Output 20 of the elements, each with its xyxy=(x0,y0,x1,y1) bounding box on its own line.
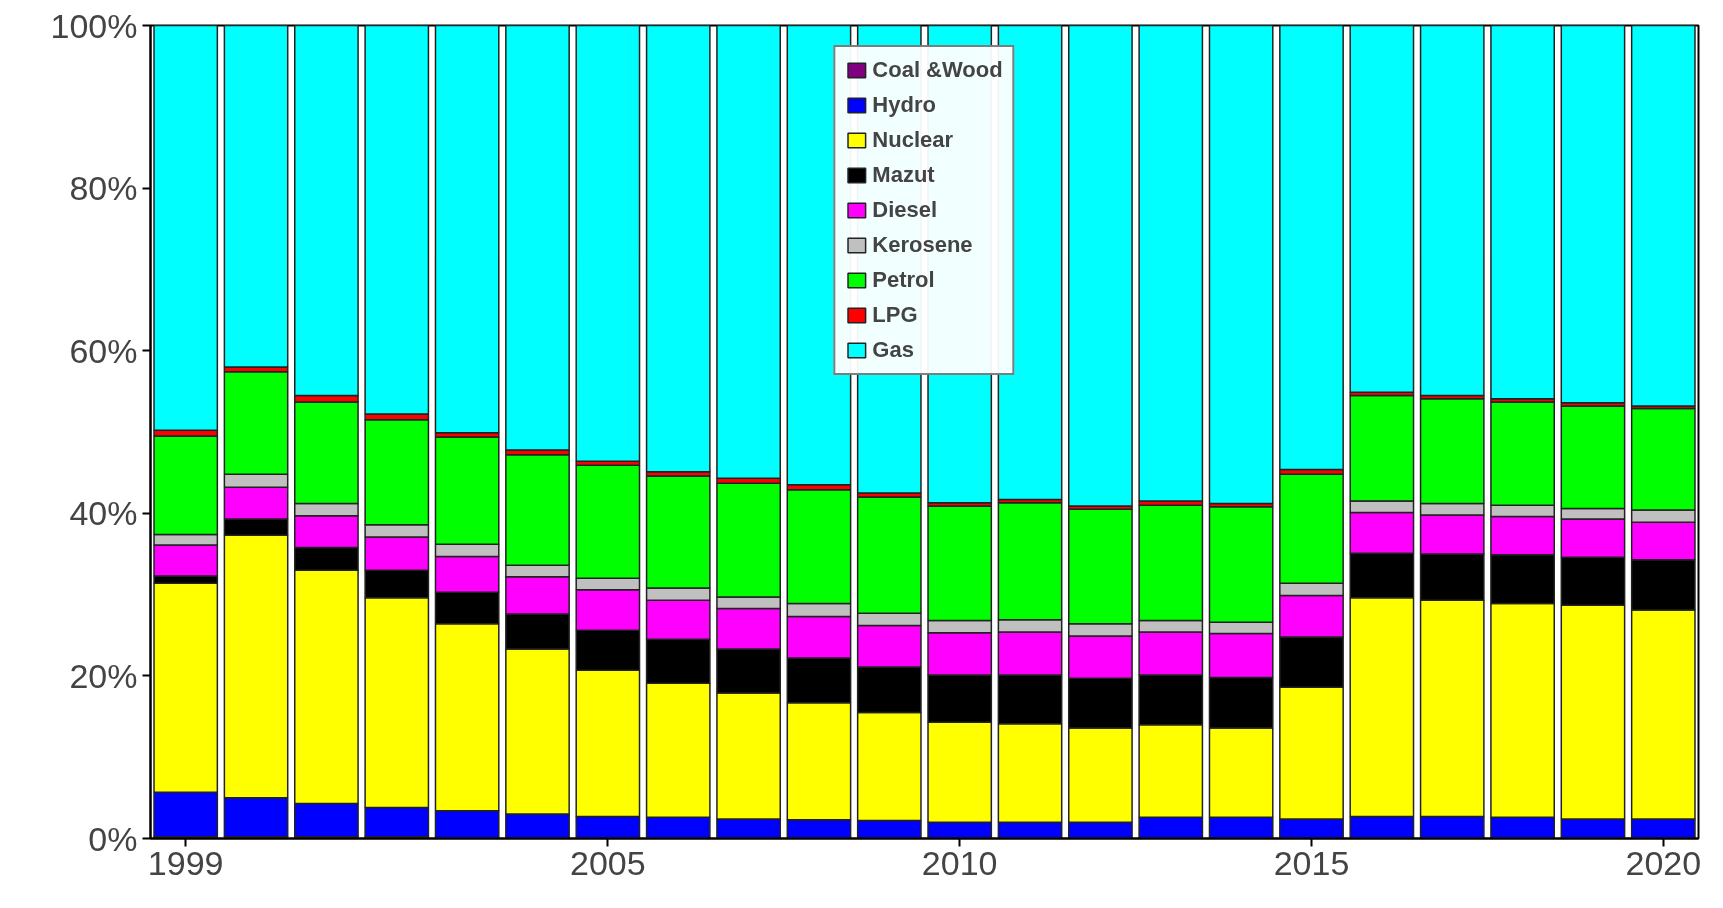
legend-label: Coal &Wood xyxy=(872,57,1003,83)
legend-label: Petrol xyxy=(872,267,935,293)
x-tick-label: 2005 xyxy=(570,843,646,882)
y-tick-label: 100% xyxy=(50,6,138,45)
legend-label: Gas xyxy=(872,337,914,363)
y-tick-label: 0% xyxy=(88,819,138,858)
legend-label: Nuclear xyxy=(872,127,954,153)
x-tick-label: 1999 xyxy=(147,843,224,882)
legend-label: Kerosene xyxy=(872,232,973,258)
y-tick-label: 40% xyxy=(69,494,138,533)
legend-label: Hydro xyxy=(872,92,936,118)
y-tick-label: 20% xyxy=(69,656,138,695)
legend-label: LPG xyxy=(872,302,918,328)
y-tick-label: 80% xyxy=(69,169,138,208)
x-tick-label: 2015 xyxy=(1273,843,1350,882)
x-tick-label: 2020 xyxy=(1625,843,1702,882)
y-tick-label: 60% xyxy=(69,331,138,370)
x-tick-label: 2010 xyxy=(921,843,998,882)
legend-label: Diesel xyxy=(872,197,938,223)
legend-label: Mazut xyxy=(872,162,935,188)
